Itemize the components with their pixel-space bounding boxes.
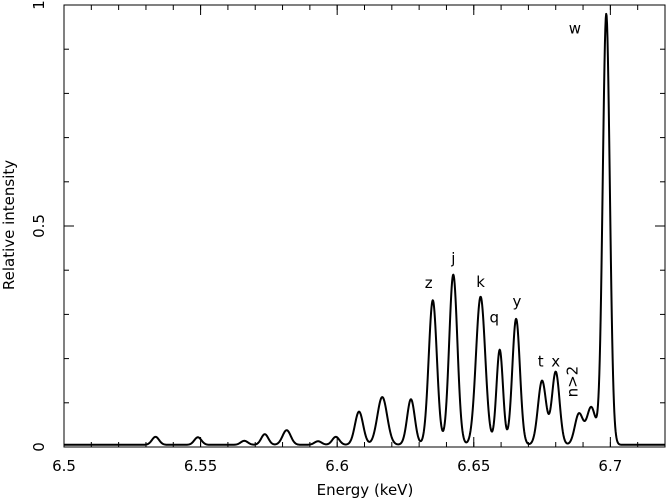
y-tick-label: 0.5 [30, 214, 48, 238]
line-annotations: zj kqy t xn>2 w [425, 20, 582, 398]
plot-frame [63, 4, 666, 448]
tick-labels: 6.5 6.55 6.6 6.65 6.7 0 0.5 1 [30, 0, 622, 475]
x-tick-label: 6.55 [184, 457, 217, 475]
annotation-t: t [538, 353, 544, 371]
x-tick-label: 6.7 [598, 457, 622, 475]
annotation-z: z [425, 274, 433, 292]
annotation-y: y [512, 292, 521, 310]
x-tick-label: 6.65 [457, 457, 490, 475]
y-tick-label: 0 [30, 442, 48, 452]
annotation-x: x [551, 353, 560, 371]
annotation-j: j [450, 250, 455, 268]
x-tick-label: 6.5 [52, 457, 76, 475]
y-axis-label: Relative intensity [0, 160, 18, 290]
x-tick-label: 6.6 [325, 457, 349, 475]
annotation-k: k [476, 273, 485, 291]
spectrum-line [63, 12, 666, 446]
annotation-q: q [489, 308, 499, 326]
annotation-n2: n>2 [564, 366, 582, 398]
x-axis-label: Energy (keV) [317, 481, 414, 499]
annotation-w: w [569, 20, 581, 38]
y-tick-label: 1 [30, 0, 48, 10]
